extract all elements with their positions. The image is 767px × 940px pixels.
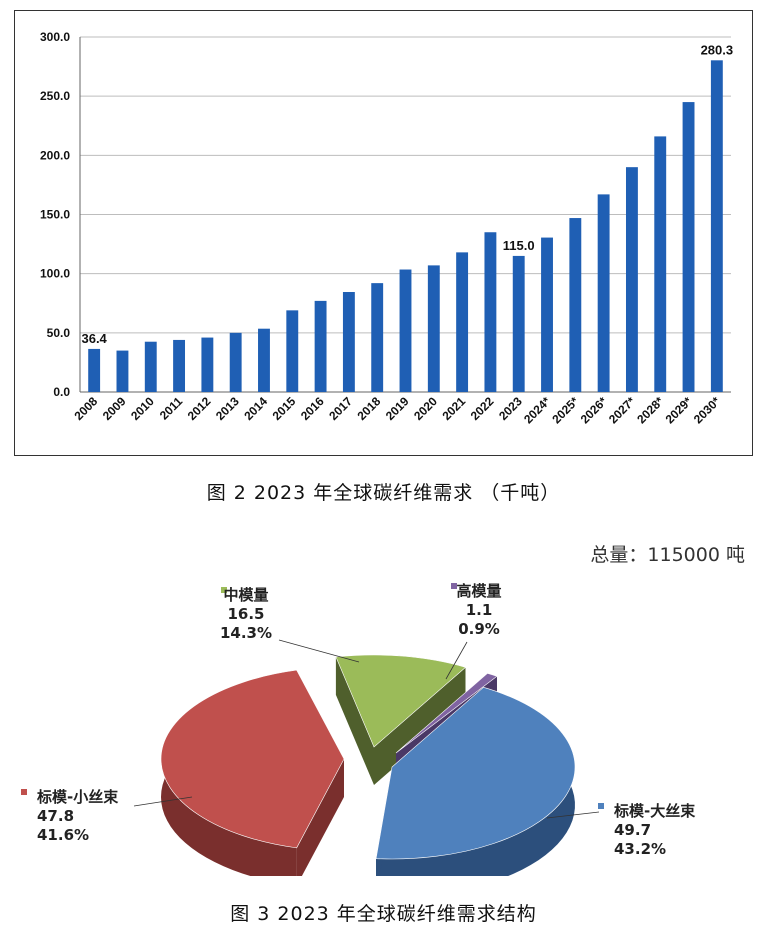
x-tick-label: 2015 — [270, 394, 299, 423]
slice-percent-label: 43.2% — [614, 840, 666, 858]
slice-value-label: 16.5 — [227, 605, 264, 623]
slice-percent-label: 0.9% — [458, 620, 500, 638]
x-tick-label: 2025* — [549, 394, 581, 426]
bar — [229, 332, 242, 392]
bar — [286, 310, 299, 392]
leader-line — [445, 641, 468, 680]
bar — [541, 237, 553, 392]
bar — [342, 292, 355, 392]
x-tick-label: 2012 — [185, 394, 214, 423]
leader-line — [133, 796, 193, 807]
pie-slice — [160, 669, 345, 849]
bar — [569, 218, 582, 392]
data-label: 36.4 — [81, 331, 107, 346]
bar — [201, 337, 214, 392]
y-tick-label: 250.0 — [40, 89, 70, 103]
bar — [88, 348, 101, 392]
slice-name-label: 中模量 — [223, 586, 268, 604]
x-tick-label: 2019 — [383, 394, 412, 423]
bar — [371, 283, 384, 392]
bar — [456, 252, 469, 392]
slice-value-label: 1.1 — [466, 601, 493, 619]
x-tick-label: 2014 — [241, 394, 270, 423]
slice-name-label: 标模-大丝束 — [613, 802, 696, 820]
total-annotation: 总量：115000 吨 — [590, 544, 745, 566]
bar — [682, 102, 695, 392]
bar-chart: 0.0 50.0 100.0 150.0 200.0 250.0 300.0 2008 2009… — [40, 30, 734, 426]
slice-value-label: 49.7 — [614, 821, 651, 839]
bar — [512, 255, 525, 392]
leader-line — [278, 639, 360, 663]
legend-marker — [221, 587, 227, 593]
slice-percent-label: 14.3% — [220, 624, 272, 642]
legend-marker — [21, 789, 27, 795]
y-tick-label: 100.0 — [40, 267, 70, 281]
bar — [314, 300, 327, 392]
x-tick-label: 2030* — [691, 394, 723, 426]
y-tick-label: 50.0 — [47, 326, 71, 340]
x-tick-label: 2021 — [439, 394, 468, 423]
x-tick-label: 2017 — [326, 394, 355, 423]
legend-marker — [598, 803, 604, 809]
bar — [625, 167, 638, 392]
bar — [173, 339, 186, 392]
y-tick-label: 150.0 — [40, 208, 70, 222]
data-label: 280.3 — [701, 42, 734, 57]
data-label: 115.0 — [503, 238, 535, 253]
x-tick-label: 2023 — [496, 394, 525, 423]
slice-value-label: 47.8 — [37, 807, 74, 825]
x-tick-label: 2022 — [468, 394, 497, 423]
x-tick-label: 2010 — [128, 394, 157, 423]
x-tick-label: 2016 — [298, 394, 327, 423]
bar — [427, 265, 440, 392]
bar — [144, 341, 157, 392]
x-tick-label: 2027* — [606, 394, 638, 426]
x-tick-label: 2029* — [663, 394, 695, 426]
bar — [258, 328, 270, 392]
pie-chart-panel: 标模-大丝束 49.7 43.2% 标模-小丝束 47.8 41.6% 中模量 16.5 14.… — [14, 534, 753, 876]
x-tick-label: 2018 — [355, 394, 384, 423]
figure-3-caption: 图 3 2023 年全球碳纤维需求结构 — [230, 903, 537, 925]
legend-marker — [451, 583, 457, 589]
pie-slice — [375, 686, 576, 860]
x-tick-label: 2009 — [100, 394, 129, 423]
bar — [116, 350, 129, 392]
slice-name-label: 高模量 — [456, 582, 501, 600]
bar — [484, 232, 497, 392]
slice-name-label: 标模-小丝束 — [36, 788, 119, 806]
pie-slice — [395, 672, 498, 754]
figure-2-caption: 图 2 2023 年全球碳纤维需求 （千吨） — [206, 482, 561, 504]
bar-chart-panel: 0.0 50.0 100.0 150.0 200.0 250.0 300.0 2008 2009… — [14, 10, 753, 456]
pie-slice — [335, 654, 467, 748]
leader-line — [546, 811, 600, 819]
x-tick-label: 2020 — [411, 394, 440, 423]
y-tick-label: 0.0 — [53, 385, 70, 399]
x-tick-label: 2013 — [213, 394, 242, 423]
x-tick-label: 2011 — [157, 394, 186, 423]
slice-percent-label: 41.6% — [37, 826, 89, 844]
pie-slice-wall — [335, 657, 374, 785]
y-tick-label: 300.0 — [40, 30, 70, 44]
bar — [654, 136, 667, 392]
x-tick-label: 2026* — [578, 394, 610, 426]
x-tick-label: 2008 — [71, 394, 100, 423]
bar — [710, 60, 723, 392]
y-tick-label: 200.0 — [40, 148, 70, 162]
bar — [399, 269, 412, 392]
x-tick-label: 2024* — [521, 394, 553, 426]
x-tick-label: 2028* — [634, 394, 666, 426]
pie-slice-wall — [296, 759, 344, 876]
bar — [597, 194, 610, 392]
